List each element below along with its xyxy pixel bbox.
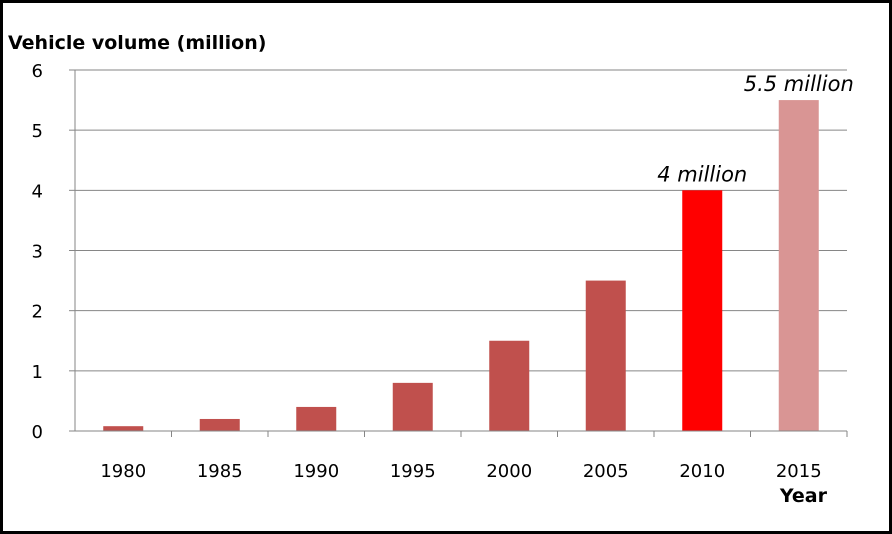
data-label-2015: 5.5 million [744,72,854,96]
x-tick-label-1980: 1980 [100,461,146,482]
data-label-2010: 4 million [657,162,747,186]
y-tick-label-3: 3 [32,242,43,263]
y-tick-label-1: 1 [32,362,43,383]
bar-2015 [778,100,819,431]
x-tick-label-2015: 2015 [776,461,822,482]
bar-2000 [489,340,530,431]
bar-1980 [103,426,144,431]
y-tick-label-2: 2 [32,302,43,323]
x-tick-label-2010: 2010 [679,461,725,482]
bar-1995 [392,382,433,431]
bar-2005 [585,280,626,431]
x-tick-label-2005: 2005 [583,461,629,482]
bars [103,100,819,431]
tick-labels: 0 1 2 3 4 5 6 1980 1985 1990 1995 2000 2005 2010 2015 [32,61,848,482]
x-tick-label-2000: 2000 [486,461,532,482]
x-tick-label-1990: 1990 [293,461,339,482]
x-axis-title: Year [779,485,828,507]
bar-1985 [199,418,240,431]
y-tick-label-5: 5 [32,121,43,142]
y-axis-title: Vehicle volume (million) [8,32,266,54]
bar-2010 [682,190,723,431]
x-tick-label-1995: 1995 [390,461,436,482]
bar-1990 [296,406,337,431]
y-tick-label-6: 6 [32,61,43,82]
x-tick-label-1985: 1985 [197,461,243,482]
data-labels: 4 million 5.5 million [657,72,854,186]
y-tick-label-4: 4 [32,181,43,202]
y-tick-label-0: 0 [32,422,43,443]
gridlines [75,69,847,372]
